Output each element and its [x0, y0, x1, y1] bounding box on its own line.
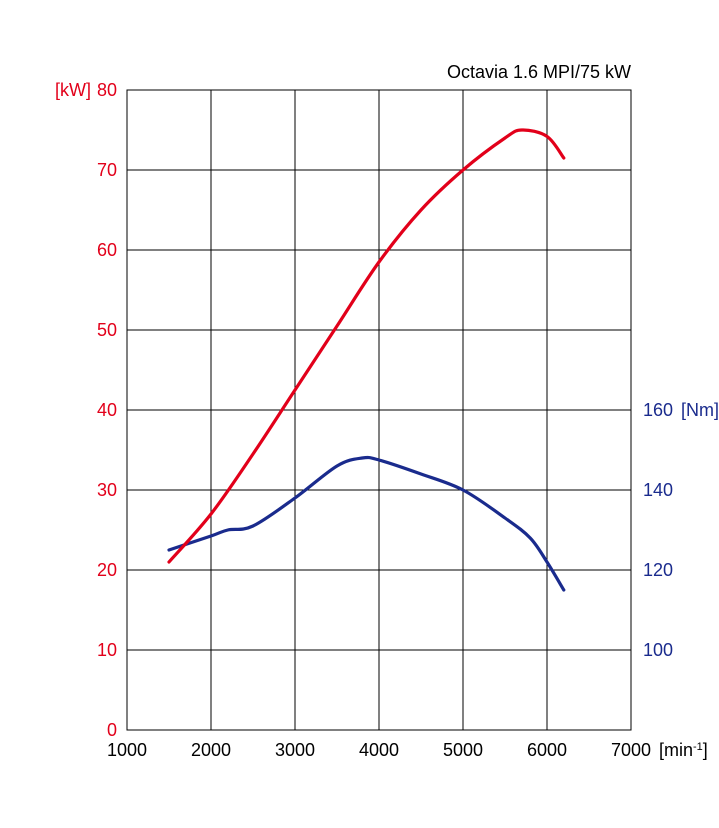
x-tick-label: 7000	[611, 740, 651, 760]
power-curve	[169, 130, 564, 562]
y-left-tick-label: 80	[97, 80, 117, 100]
x-tick-label: 3000	[275, 740, 315, 760]
y-left-tick-label: 40	[97, 400, 117, 420]
y-left-tick-label: 20	[97, 560, 117, 580]
x-tick-label: 5000	[443, 740, 483, 760]
chart-title: Octavia 1.6 MPI/75 kW	[447, 62, 631, 82]
y-left-tick-label: 60	[97, 240, 117, 260]
y-right-tick-label: 140	[643, 480, 673, 500]
engine-curve-chart: Octavia 1.6 MPI/75 kW 100020003000400050…	[0, 0, 719, 828]
y-right-tick-label: 120	[643, 560, 673, 580]
x-tick-label: 6000	[527, 740, 567, 760]
y-right-unit-label: [Nm]	[681, 400, 719, 420]
y-left-ticks: 0 10 20 30 40 50 60 70 80	[97, 80, 117, 740]
chart-grid	[127, 90, 631, 730]
x-axis-unit-label: [min-1]	[659, 740, 708, 760]
y-left-tick-label: 0	[107, 720, 117, 740]
y-left-tick-label: 10	[97, 640, 117, 660]
x-tick-label: 4000	[359, 740, 399, 760]
x-tick-label: 2000	[191, 740, 231, 760]
y-right-tick-label: 100	[643, 640, 673, 660]
y-left-tick-label: 50	[97, 320, 117, 340]
y-left-tick-label: 70	[97, 160, 117, 180]
y-left-unit-label: [kW]	[55, 80, 91, 100]
y-right-tick-label: 160	[643, 400, 673, 420]
x-axis-ticks: 1000 2000 3000 4000 5000 6000 7000	[107, 740, 651, 760]
y-left-tick-label: 30	[97, 480, 117, 500]
x-tick-label: 1000	[107, 740, 147, 760]
y-right-ticks: 100 120 140 160	[643, 400, 673, 660]
